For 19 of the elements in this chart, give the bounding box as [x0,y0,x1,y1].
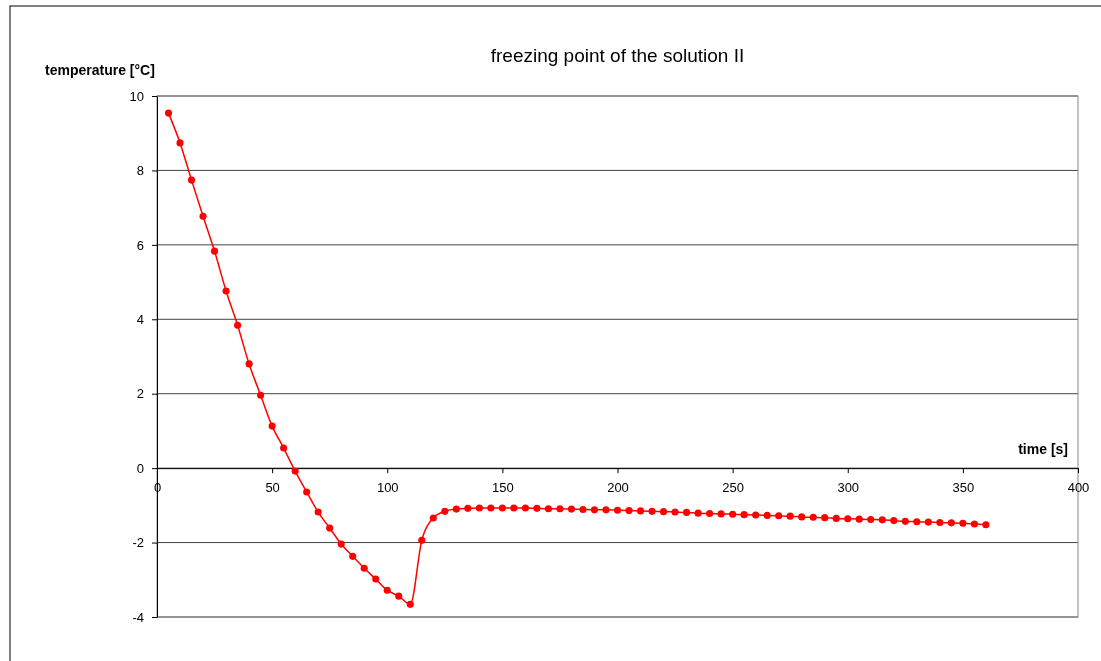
y-tick-label: -4 [132,609,144,625]
x-tick-label: 100 [376,480,399,496]
y-tick-label: -2 [132,535,144,551]
x-tick-label: 350 [952,480,975,496]
y-tick-label: 6 [136,237,144,253]
x-tick-label: 250 [722,480,744,496]
x-tick-label: 400 [1067,480,1090,496]
y-tick-label: 0 [136,460,144,476]
x-axis-title: time [s] [1018,441,1068,458]
y-axis-title: temperature [°C] [45,62,155,78]
y-tick-label: 8 [136,163,144,179]
y-tick-label: 4 [136,311,144,327]
x-tick-label: 150 [492,480,514,496]
x-tick-label: 50 [265,480,280,496]
y-tick-label: 10 [129,88,144,104]
x-tick-label: 300 [837,480,860,496]
y-tick-label: 2 [136,386,144,402]
x-tick-label: 200 [607,480,629,496]
chart-title: freezing point of the solution II [490,45,745,66]
